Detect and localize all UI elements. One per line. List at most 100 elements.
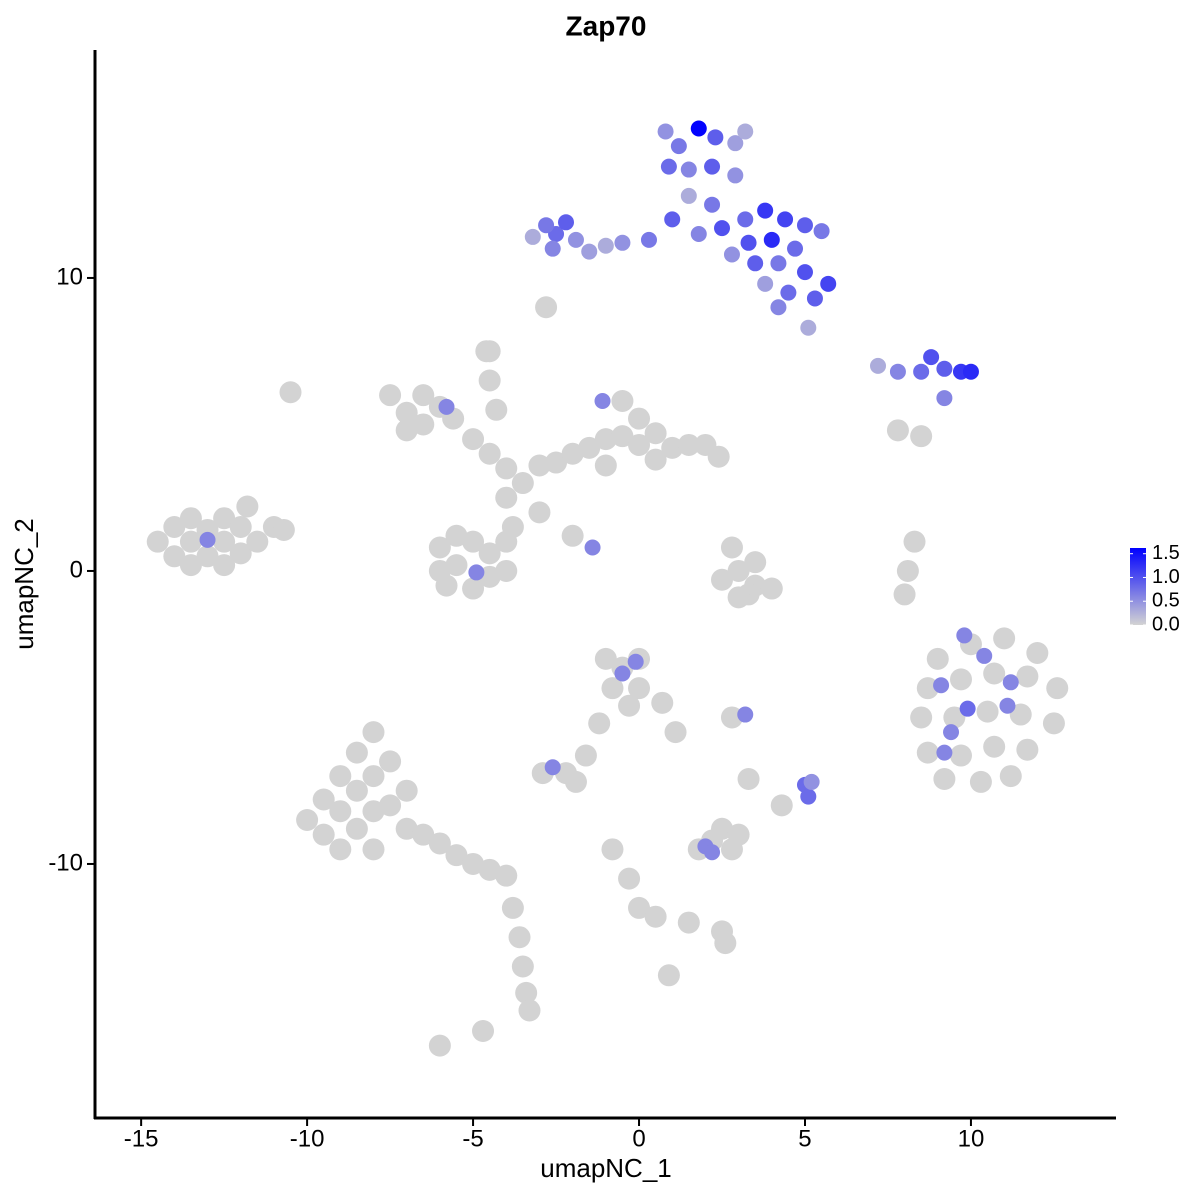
cell-point: [803, 773, 820, 790]
cell-point: [395, 817, 418, 840]
cell-point: [983, 735, 1006, 758]
cell-point: [628, 433, 651, 456]
cell-point: [495, 864, 518, 887]
cell-point: [462, 852, 485, 875]
cell-point: [657, 964, 680, 987]
cell-point: [472, 1019, 495, 1042]
cell-point: [910, 706, 933, 729]
cell-point: [462, 577, 485, 600]
y-tick-label: -10: [48, 849, 83, 876]
cell-point: [594, 393, 611, 410]
cell-point: [528, 454, 551, 477]
cell-point: [478, 442, 501, 465]
cell-point: [910, 425, 933, 448]
y-tick-label: 0: [70, 556, 83, 583]
cell-point: [246, 530, 269, 553]
cell-point: [445, 554, 468, 577]
cell-point: [628, 407, 651, 430]
cell-point: [501, 896, 524, 919]
cell-point: [757, 202, 774, 219]
cell-point: [538, 217, 555, 234]
cell-point: [943, 706, 966, 729]
cell-point: [983, 662, 1006, 685]
cell-point: [515, 981, 538, 1004]
cell-point: [428, 832, 451, 855]
cell-point: [236, 495, 259, 518]
cell-point: [578, 436, 601, 459]
cell-point: [179, 554, 202, 577]
cell-point: [435, 574, 458, 597]
cell-point: [640, 231, 657, 248]
cell-point: [727, 823, 750, 846]
cell-point: [179, 507, 202, 530]
x-tick-label: -10: [290, 1125, 325, 1152]
cell-point: [528, 501, 551, 524]
cell-point: [329, 800, 352, 823]
cell-point: [478, 369, 501, 392]
colorbar-label: 0.0: [1152, 613, 1180, 635]
x-tick-label: 5: [798, 1125, 811, 1152]
cell-point: [780, 284, 797, 301]
cell-point: [395, 779, 418, 802]
cell-point: [737, 123, 754, 140]
cell-point: [611, 390, 634, 413]
cell-point: [1046, 677, 1069, 700]
cell-point: [213, 507, 236, 530]
cell-point: [747, 255, 764, 272]
x-tick-label: 0: [632, 1125, 645, 1152]
cell-point: [1026, 642, 1049, 665]
cell-point: [545, 451, 568, 474]
cell-point: [229, 516, 252, 539]
cell-point: [820, 275, 837, 292]
cell-point: [690, 226, 707, 243]
cell-point: [535, 296, 558, 319]
cell-point: [727, 559, 750, 582]
cell-point: [468, 564, 485, 581]
cell-point: [704, 158, 721, 175]
points: [146, 120, 1069, 1057]
cell-point: [581, 243, 598, 260]
cell-point: [737, 767, 760, 790]
cell-point: [690, 120, 707, 137]
cell-point: [544, 759, 561, 776]
cell-point: [462, 428, 485, 451]
cell-point: [723, 246, 740, 263]
cell-point: [614, 234, 631, 251]
y-tick-label: 10: [56, 263, 83, 290]
x-tick-label: 10: [958, 1125, 985, 1152]
cell-point: [561, 442, 584, 465]
cell-point: [445, 524, 468, 547]
cell-point: [478, 542, 501, 565]
cell-point: [999, 765, 1022, 788]
cell-point: [511, 472, 534, 495]
cell-point: [329, 838, 352, 861]
cell-point: [329, 765, 352, 788]
cell-point: [611, 425, 634, 448]
cell-point: [558, 214, 575, 231]
cell-point: [628, 677, 651, 700]
cell-point: [727, 167, 744, 184]
colorbar-label: 0.5: [1152, 590, 1180, 612]
cell-point: [651, 691, 674, 714]
cell-point: [1002, 674, 1019, 691]
cell-point: [428, 1034, 451, 1057]
cell-point: [813, 223, 830, 240]
cell-point: [478, 340, 501, 363]
cell-point: [680, 187, 697, 204]
cell-point: [720, 536, 743, 559]
y-axis-label: umapNC_2: [9, 518, 39, 650]
cell-point: [614, 665, 631, 682]
cell-point: [495, 457, 518, 480]
colorbar-label: 1.0: [1152, 566, 1180, 588]
cell-point: [345, 779, 368, 802]
cell-point: [916, 677, 939, 700]
cell-point: [903, 530, 926, 553]
cell-point: [711, 568, 734, 591]
cell-point: [720, 706, 743, 729]
cell-point: [594, 428, 617, 451]
cell-point: [272, 518, 295, 541]
cell-point: [936, 360, 953, 377]
cell-point: [664, 721, 687, 744]
x-tick-label: -5: [462, 1125, 483, 1152]
